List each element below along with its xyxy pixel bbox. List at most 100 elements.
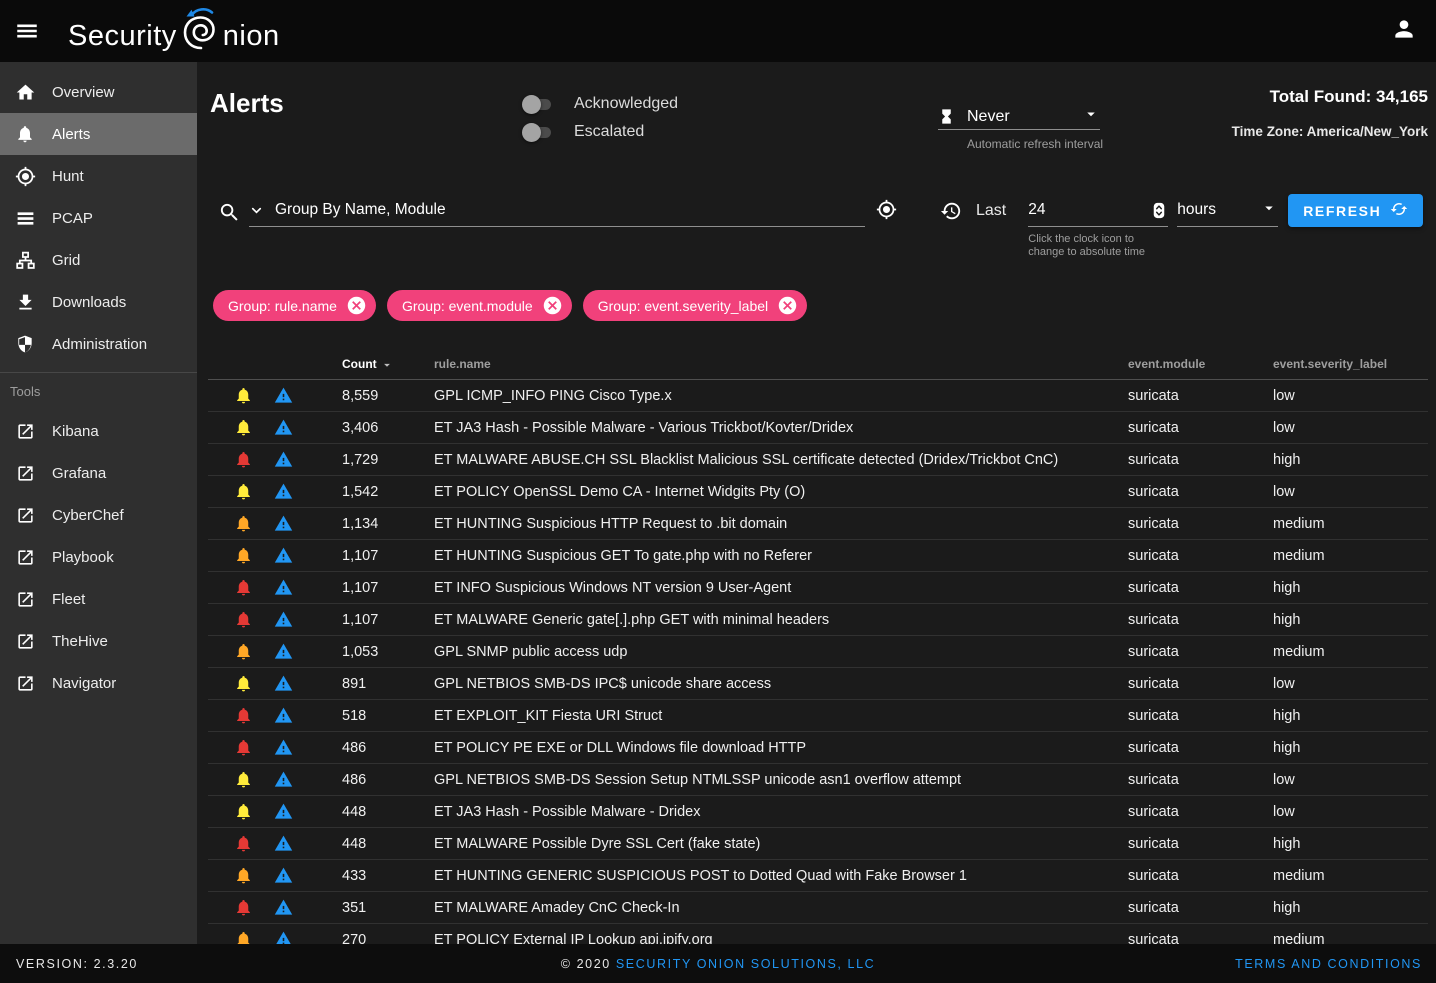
refresh-interval-value: Never <box>967 108 1082 126</box>
table-row[interactable]: 891 GPL NETBIOS SMB-DS IPC$ unicode shar… <box>208 668 1428 700</box>
cell-count: 3,406 <box>303 420 395 436</box>
chip-close-icon[interactable] <box>542 295 563 316</box>
column-header-severity[interactable]: event.severity_label <box>1265 357 1428 371</box>
alert-info-triangle-icon <box>274 834 293 853</box>
sidebar-item-grafana[interactable]: Grafana <box>0 452 197 494</box>
cell-rule-name: ET INFO Suspicious Windows NT version 9 … <box>395 580 1128 596</box>
table-row[interactable]: 1,053 GPL SNMP public access udp suricat… <box>208 636 1428 668</box>
sidebar-item-navigator[interactable]: Navigator <box>0 662 197 704</box>
cell-count: 1,107 <box>303 580 395 596</box>
table-row[interactable]: 270 ET POLICY External IP Lookup api.ipi… <box>208 924 1428 944</box>
table-row[interactable]: 1,107 ET HUNTING Suspicious GET To gate.… <box>208 540 1428 572</box>
external-link-icon <box>14 462 36 484</box>
cell-count: 1,053 <box>303 644 395 660</box>
table-row[interactable]: 448 ET MALWARE Possible Dyre SSL Cert (f… <box>208 828 1428 860</box>
clock-stepper-icon[interactable] <box>1152 201 1166 220</box>
crosshair-icon <box>14 165 36 187</box>
user-icon <box>1391 16 1417 47</box>
toggle-switch-icon <box>522 126 552 138</box>
company-link[interactable]: SECURITY ONION SOLUTIONS, LLC <box>616 957 875 971</box>
cell-rule-name: ET POLICY PE EXE or DLL Windows file dow… <box>395 740 1128 756</box>
group-chip-severity-label[interactable]: Group: event.severity_label <box>583 290 807 321</box>
sidebar-item-hunt[interactable]: Hunt <box>0 155 197 197</box>
tools-section-label: Tools <box>0 373 197 410</box>
table-row[interactable]: 3,406 ET JA3 Hash - Possible Malware - V… <box>208 412 1428 444</box>
cell-severity: high <box>1265 900 1428 916</box>
severity-bell-icon <box>234 514 253 533</box>
time-unit-select[interactable]: hours <box>1177 194 1278 227</box>
home-icon <box>14 81 36 103</box>
alerts-table-body: 8,559 GPL ICMP_INFO PING Cisco Type.x su… <box>208 380 1428 944</box>
menu-icon[interactable] <box>4 8 50 54</box>
table-row[interactable]: 1,107 ET INFO Suspicious Windows NT vers… <box>208 572 1428 604</box>
cell-event-module: suricata <box>1128 580 1265 596</box>
severity-bell-icon <box>234 802 253 821</box>
search-input[interactable] <box>275 201 865 219</box>
sidebar-item-fleet[interactable]: Fleet <box>0 578 197 620</box>
shield-icon <box>14 333 36 355</box>
sidebar-item-downloads[interactable]: Downloads <box>0 281 197 323</box>
refresh-button[interactable]: REFRESH <box>1288 194 1423 227</box>
cell-event-module: suricata <box>1128 452 1265 468</box>
terms-link[interactable]: TERMS AND CONDITIONS <box>1235 957 1422 971</box>
duration-input[interactable] <box>1028 201 1128 219</box>
search-history-chevron-icon[interactable] <box>249 203 264 218</box>
sidebar-item-administration[interactable]: Administration <box>0 323 197 365</box>
table-row[interactable]: 351 ET MALWARE Amadey CnC Check-In suric… <box>208 892 1428 924</box>
cell-event-module: suricata <box>1128 548 1265 564</box>
cell-severity: medium <box>1265 548 1428 564</box>
refresh-button-label: REFRESH <box>1303 203 1381 219</box>
cell-rule-name: ET HUNTING Suspicious HTTP Request to .b… <box>395 516 1128 532</box>
sidebar-item-kibana[interactable]: Kibana <box>0 410 197 452</box>
user-menu-button[interactable] <box>1380 7 1428 55</box>
table-row[interactable]: 1,107 ET MALWARE Generic gate[.].php GET… <box>208 604 1428 636</box>
table-row[interactable]: 518 ET EXPLOIT_KIT Fiesta URI Struct sur… <box>208 700 1428 732</box>
refresh-interval-select[interactable]: Never <box>938 104 1100 130</box>
cell-count: 1,107 <box>303 548 395 564</box>
external-link-icon <box>14 420 36 442</box>
sidebar: Overview Alerts Hunt PCAP Grid <box>0 62 197 944</box>
alert-info-triangle-icon <box>274 578 293 597</box>
table-row[interactable]: 1,542 ET POLICY OpenSSL Demo CA - Intern… <box>208 476 1428 508</box>
alert-info-triangle-icon <box>274 450 293 469</box>
brand-text-prefix: Security <box>68 16 177 56</box>
column-header-count[interactable]: Count <box>342 356 395 372</box>
severity-bell-icon <box>234 482 253 501</box>
time-unit-value: hours <box>1177 201 1216 219</box>
chevron-down-icon <box>1082 105 1100 128</box>
history-icon[interactable] <box>940 200 962 222</box>
group-chip-rule-name[interactable]: Group: rule.name <box>213 290 376 321</box>
external-link-icon <box>14 546 36 568</box>
table-row[interactable]: 486 ET POLICY PE EXE or DLL Windows file… <box>208 732 1428 764</box>
search-field <box>249 194 865 227</box>
chip-close-icon[interactable] <box>777 295 798 316</box>
table-row[interactable]: 1,134 ET HUNTING Suspicious HTTP Request… <box>208 508 1428 540</box>
table-row[interactable]: 486 GPL NETBIOS SMB-DS Session Setup NTM… <box>208 764 1428 796</box>
group-chip-event-module[interactable]: Group: event.module <box>387 290 572 321</box>
external-link-icon <box>14 504 36 526</box>
sidebar-item-pcap[interactable]: PCAP <box>0 197 197 239</box>
cell-event-module: suricata <box>1128 676 1265 692</box>
table-row[interactable]: 8,559 GPL ICMP_INFO PING Cisco Type.x su… <box>208 380 1428 412</box>
table-row[interactable]: 448 ET JA3 Hash - Possible Malware - Dri… <box>208 796 1428 828</box>
column-header-rule-name[interactable]: rule.name <box>395 357 1128 371</box>
table-row[interactable]: 433 ET HUNTING GENERIC SUSPICIOUS POST t… <box>208 860 1428 892</box>
toggle-switch-icon <box>522 98 552 110</box>
escalated-toggle[interactable]: Escalated <box>522 118 678 146</box>
acknowledged-toggle[interactable]: Acknowledged <box>522 90 678 118</box>
sidebar-item-playbook[interactable]: Playbook <box>0 536 197 578</box>
total-found: Total Found: 34,165 <box>1232 87 1428 107</box>
sidebar-item-grid[interactable]: Grid <box>0 239 197 281</box>
table-row[interactable]: 1,729 ET MALWARE ABUSE.CH SSL Blacklist … <box>208 444 1428 476</box>
sidebar-item-overview[interactable]: Overview <box>0 71 197 113</box>
column-header-event-module[interactable]: event.module <box>1128 357 1265 371</box>
chip-close-icon[interactable] <box>346 295 367 316</box>
search-icon[interactable] <box>218 201 241 224</box>
list-icon <box>14 207 36 229</box>
toggle-group: Acknowledged Escalated <box>522 90 678 146</box>
hourglass-icon <box>938 108 955 125</box>
sidebar-item-thehive[interactable]: TheHive <box>0 620 197 662</box>
sidebar-item-cyberchef[interactable]: CyberChef <box>0 494 197 536</box>
target-icon[interactable] <box>876 199 897 220</box>
sidebar-item-alerts[interactable]: Alerts <box>0 113 197 155</box>
